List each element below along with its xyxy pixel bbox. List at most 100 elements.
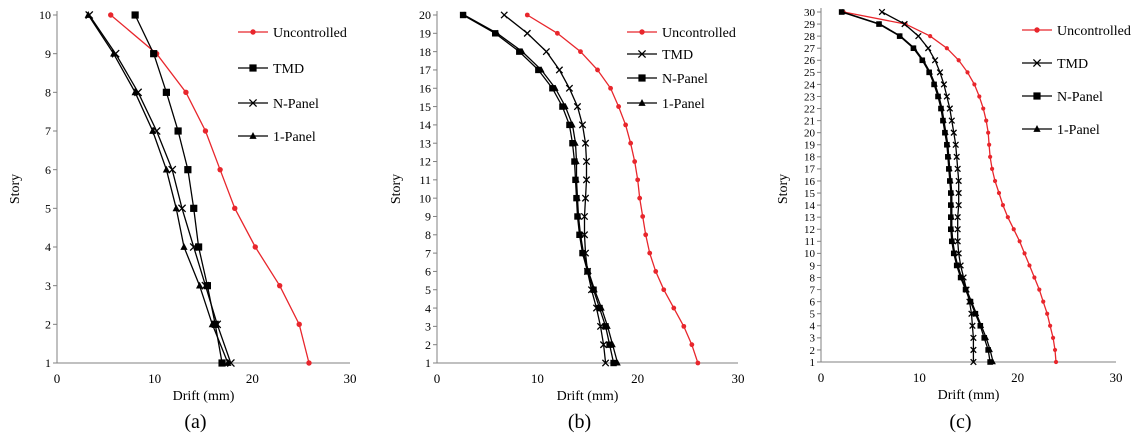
data-point bbox=[996, 190, 1002, 196]
legend-label: 1-Panel bbox=[273, 130, 316, 145]
data-point bbox=[953, 153, 960, 161]
data-point bbox=[973, 310, 980, 316]
legend-marker bbox=[1033, 92, 1041, 100]
data-point bbox=[500, 11, 508, 19]
x-axis-label: Drift (mm) bbox=[938, 388, 1000, 403]
y-tick-label: 6 bbox=[425, 265, 431, 279]
data-point bbox=[524, 12, 530, 18]
legend-label: 1-Panel bbox=[662, 97, 705, 112]
data-point bbox=[276, 282, 283, 289]
y-tick-label: 10 bbox=[419, 191, 431, 205]
data-point bbox=[948, 117, 956, 124]
y-tick-label: 4 bbox=[810, 321, 816, 333]
data-point bbox=[162, 88, 170, 96]
y-tick-label: 15 bbox=[419, 100, 431, 114]
data-point bbox=[581, 139, 590, 147]
data-point bbox=[647, 250, 653, 256]
legend-marker bbox=[1034, 27, 1040, 33]
data-point bbox=[1050, 335, 1056, 340]
x-axis-label: Drift (mm) bbox=[173, 389, 235, 404]
y-tick-label: 8 bbox=[810, 272, 816, 284]
data-point bbox=[983, 334, 989, 341]
y-tick-label: 1 bbox=[45, 356, 51, 370]
data-point bbox=[578, 121, 587, 129]
data-point bbox=[604, 322, 611, 329]
data-point bbox=[601, 359, 610, 367]
y-tick-label: 3 bbox=[425, 320, 431, 334]
y-tick-label: 8 bbox=[425, 228, 431, 242]
data-point bbox=[950, 129, 958, 136]
data-point bbox=[573, 176, 580, 183]
data-point bbox=[566, 121, 573, 129]
data-point bbox=[954, 213, 961, 221]
data-point bbox=[195, 243, 203, 251]
y-tick-label: 3 bbox=[810, 333, 816, 345]
data-point bbox=[577, 231, 584, 238]
data-point bbox=[911, 45, 918, 51]
data-point bbox=[954, 238, 961, 245]
data-point bbox=[928, 34, 933, 39]
y-tick-label: 5 bbox=[810, 309, 816, 321]
data-point bbox=[635, 177, 641, 183]
legend-marker bbox=[1033, 125, 1041, 132]
y-tick-label: 1 bbox=[810, 357, 816, 369]
y-tick-label: 10 bbox=[39, 8, 51, 22]
y-tick-label: 20 bbox=[804, 128, 816, 140]
data-point bbox=[948, 177, 954, 184]
y-tick-label: 7 bbox=[810, 284, 816, 296]
data-point bbox=[948, 202, 955, 208]
data-point bbox=[606, 341, 613, 348]
data-point bbox=[941, 117, 947, 123]
data-point bbox=[168, 165, 177, 174]
y-tick-label: 1 bbox=[425, 356, 431, 370]
data-point bbox=[984, 118, 989, 123]
data-point bbox=[1045, 311, 1050, 316]
data-point bbox=[943, 129, 949, 135]
y-tick-label: 29 bbox=[804, 19, 816, 31]
y-tick-label: 13 bbox=[804, 212, 816, 224]
data-point bbox=[252, 244, 258, 250]
y-tick-label: 24 bbox=[804, 79, 816, 91]
data-point bbox=[1022, 251, 1027, 256]
y-tick-label: 19 bbox=[419, 27, 431, 41]
legend-marker bbox=[638, 74, 646, 82]
legend-label: Uncontrolled bbox=[662, 26, 736, 41]
legend-marker bbox=[639, 29, 645, 35]
y-tick-label: 4 bbox=[425, 301, 431, 315]
data-point bbox=[877, 20, 883, 27]
legend-label: 1-Panel bbox=[1057, 123, 1100, 138]
x-tick-label: 0 bbox=[818, 370, 825, 385]
data-point bbox=[519, 48, 526, 55]
y-tick-label: 9 bbox=[810, 260, 816, 272]
data-point bbox=[940, 81, 948, 88]
data-point bbox=[948, 189, 955, 196]
y-tick-label: 6 bbox=[45, 163, 51, 177]
data-point bbox=[924, 44, 932, 52]
y-tick-label: 7 bbox=[425, 246, 431, 260]
data-point bbox=[951, 250, 958, 256]
series-line bbox=[503, 14, 607, 364]
data-point bbox=[84, 11, 92, 18]
data-point bbox=[232, 205, 238, 212]
data-point bbox=[661, 287, 667, 293]
data-point bbox=[542, 47, 551, 56]
data-point bbox=[580, 249, 587, 256]
data-point bbox=[1041, 299, 1046, 304]
y-tick-label: 28 bbox=[804, 31, 816, 43]
series-line bbox=[110, 14, 310, 364]
data-point bbox=[569, 121, 576, 128]
data-point bbox=[180, 243, 188, 250]
legend-marker bbox=[248, 98, 258, 108]
data-point bbox=[653, 269, 659, 274]
series-line bbox=[463, 14, 619, 364]
data-point bbox=[931, 57, 939, 64]
data-point bbox=[946, 153, 952, 160]
data-point bbox=[970, 358, 977, 366]
data-point bbox=[184, 166, 192, 174]
panel-caption: (a) bbox=[184, 411, 206, 433]
legend-label: N-Panel bbox=[273, 97, 319, 112]
data-point bbox=[552, 84, 559, 91]
data-point bbox=[195, 281, 204, 289]
data-point bbox=[110, 49, 118, 57]
data-point bbox=[939, 105, 945, 111]
